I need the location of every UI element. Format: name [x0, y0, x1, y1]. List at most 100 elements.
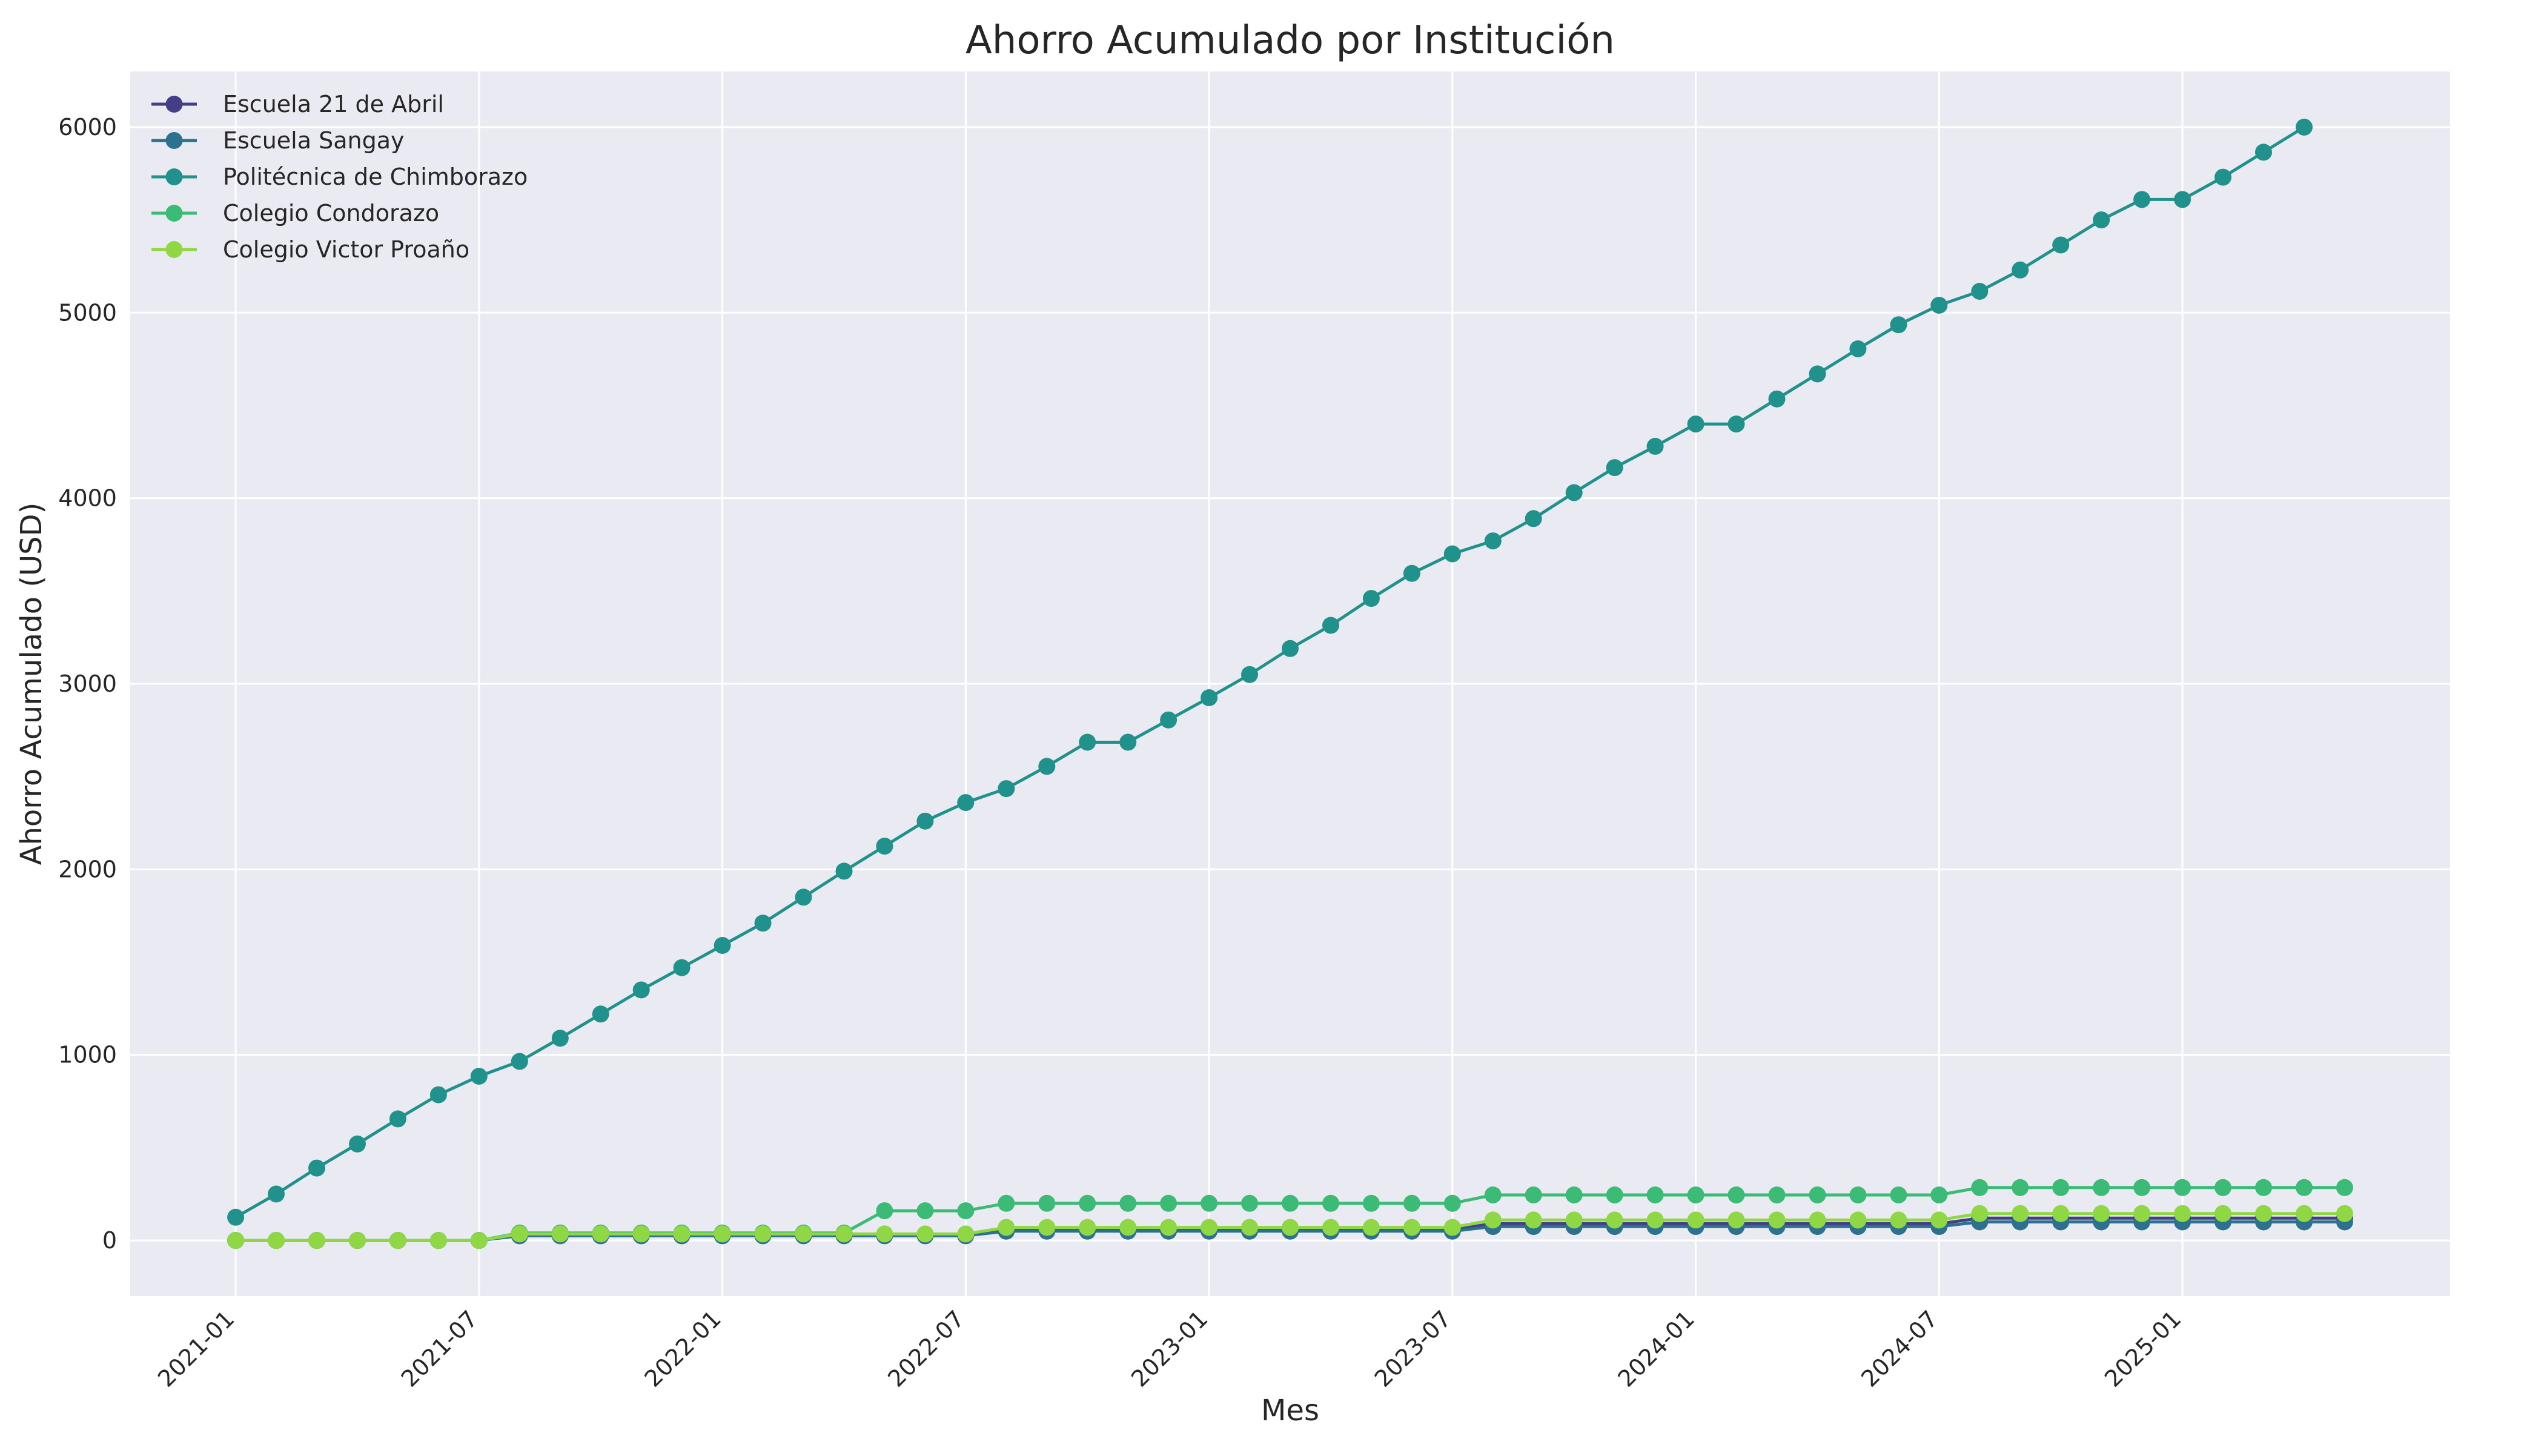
data-point — [1727, 415, 1745, 433]
data-point — [835, 1225, 853, 1243]
data-point — [714, 937, 731, 954]
data-point — [2052, 236, 2070, 254]
data-point — [1443, 545, 1461, 563]
data-point — [1971, 283, 1989, 300]
data-point — [1322, 617, 1339, 634]
data-point — [1484, 532, 1502, 550]
data-point — [2133, 1179, 2151, 1196]
data-point — [632, 981, 650, 999]
data-point — [1565, 1186, 1583, 1203]
data-point — [2214, 168, 2231, 186]
data-point — [2174, 1205, 2191, 1222]
data-point — [916, 1202, 934, 1220]
legend-marker — [165, 132, 183, 149]
x-tick-label: 2025-01 — [2099, 1305, 2186, 1392]
data-point — [1322, 1194, 1339, 1212]
data-point — [2296, 118, 2313, 136]
data-point — [632, 1225, 650, 1243]
data-point — [916, 812, 934, 830]
data-point — [1768, 390, 1786, 408]
legend-item: Escuela Sangay — [151, 127, 404, 154]
data-point — [1038, 1194, 1056, 1212]
data-point — [2052, 1205, 2070, 1222]
x-tick-label: 2023-01 — [1126, 1305, 1213, 1392]
data-point — [592, 1225, 609, 1243]
data-point — [349, 1135, 366, 1153]
data-point — [1930, 297, 1948, 314]
data-point — [1201, 1194, 1218, 1212]
data-point — [389, 1110, 406, 1128]
series-3 — [227, 118, 2313, 1226]
data-point — [1525, 510, 1542, 528]
data-point — [998, 1219, 1015, 1236]
legend-marker — [165, 168, 183, 185]
data-point — [1809, 365, 1826, 383]
data-point — [1849, 1186, 1867, 1203]
legend-marker — [165, 205, 183, 222]
data-point — [1727, 1186, 1745, 1203]
data-point — [754, 1225, 772, 1243]
data-point — [876, 1202, 893, 1220]
legend-label: Colegio Condorazo — [223, 200, 439, 227]
data-point — [1971, 1179, 1989, 1196]
x-axis-label: Mes — [1261, 1394, 1319, 1428]
legend-marker — [165, 241, 183, 258]
data-point — [1241, 1219, 1258, 1236]
data-point — [1890, 1211, 1907, 1229]
data-point — [2012, 1205, 2029, 1222]
data-point — [1687, 1211, 1704, 1229]
data-point — [876, 1225, 893, 1243]
data-point — [2133, 191, 2151, 208]
data-point — [2093, 211, 2110, 229]
legend-item: Escuela 21 de Abril — [151, 91, 444, 117]
chart-title: Ahorro Acumulado por Institución — [966, 18, 1615, 63]
data-point — [998, 1194, 1015, 1212]
data-point — [1282, 1194, 1299, 1212]
data-point — [714, 1225, 731, 1243]
data-point — [1930, 1211, 1948, 1229]
data-point — [2336, 1179, 2353, 1196]
legend-item: Politécnica de Chimborazo — [151, 164, 528, 190]
data-point — [1362, 1194, 1380, 1212]
data-point — [1403, 1194, 1420, 1212]
data-point — [470, 1232, 488, 1249]
data-point — [1241, 1194, 1258, 1212]
y-tick-label: 2000 — [58, 856, 117, 882]
data-point — [1890, 316, 1907, 334]
data-point — [1890, 1186, 1907, 1203]
data-point — [957, 1225, 975, 1243]
data-point — [2052, 1179, 2070, 1196]
data-point — [2093, 1205, 2110, 1222]
data-point — [511, 1053, 528, 1070]
data-point — [795, 888, 812, 906]
data-point — [2255, 1179, 2272, 1196]
data-point — [2133, 1205, 2151, 1222]
data-point — [1160, 711, 1178, 729]
data-point — [308, 1159, 325, 1177]
data-point — [1241, 666, 1258, 683]
legend-label: Escuela Sangay — [223, 127, 404, 154]
data-point — [2012, 261, 2029, 279]
data-point — [1443, 1219, 1461, 1236]
data-point — [1403, 1219, 1420, 1236]
data-point — [673, 1225, 691, 1243]
series-5 — [227, 1205, 2353, 1249]
data-point — [1119, 733, 1137, 751]
data-point — [429, 1086, 447, 1104]
data-point — [470, 1068, 488, 1085]
data-point — [1687, 415, 1704, 433]
data-point — [957, 794, 975, 812]
legend-item: Colegio Victor Proaño — [151, 236, 469, 263]
legend-label: Escuela 21 de Abril — [223, 91, 444, 117]
data-point — [1403, 564, 1420, 582]
data-point — [1687, 1186, 1704, 1203]
data-point — [1282, 640, 1299, 657]
data-point — [592, 1005, 609, 1023]
data-point — [1606, 459, 1623, 477]
y-tick-label: 1000 — [58, 1042, 117, 1068]
data-point — [2336, 1205, 2353, 1222]
x-tick-label: 2021-07 — [396, 1305, 483, 1392]
data-point — [1079, 733, 1096, 751]
legend-marker — [165, 96, 183, 113]
